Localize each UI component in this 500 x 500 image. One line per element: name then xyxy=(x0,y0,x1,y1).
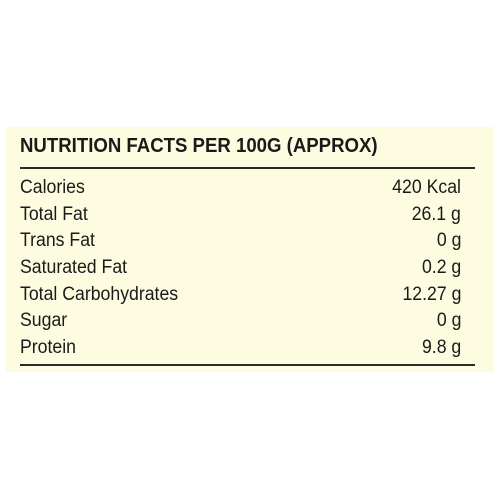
nutrient-label: Total Carbohydrates xyxy=(20,283,179,305)
nutrition-row-trans-fat: Trans Fat 0 g xyxy=(20,228,461,255)
nutrient-value: 0 g xyxy=(436,310,461,332)
nutrient-value: 0.2 g xyxy=(421,257,461,279)
nutrition-row-total-fat: Total Fat 26.1 g xyxy=(20,202,461,229)
nutrient-value: 420 Kcal xyxy=(392,177,461,198)
nutrient-value: 26.1 g xyxy=(411,203,461,225)
nutrient-label: Total Fat xyxy=(20,203,88,225)
nutrient-value: 9.8 g xyxy=(421,337,461,359)
nutrient-label: Protein xyxy=(20,337,76,359)
nutrition-facts-title: NUTRITION FACTS PER 100G (APPROX) xyxy=(20,135,378,157)
nutrient-label: Trans Fat xyxy=(20,230,95,252)
nutrition-rows: Calories 420 Kcal Total Fat 26.1 g Trans… xyxy=(20,175,461,362)
nutrition-row-protein: Protein 9.8 g xyxy=(20,335,461,362)
bottom-divider xyxy=(20,364,475,366)
nutrient-value: 12.27 g xyxy=(402,283,461,305)
nutrient-label: Calories xyxy=(20,177,85,198)
nutrition-row-calories: Calories 420 Kcal xyxy=(20,175,461,202)
nutrient-label: Sugar xyxy=(20,310,68,332)
nutrition-row-total-carbohydrates: Total Carbohydrates 12.27 g xyxy=(20,282,461,309)
nutrition-facts-panel: NUTRITION FACTS PER 100G (APPROX) Calori… xyxy=(6,127,494,372)
nutrition-row-sugar: Sugar 0 g xyxy=(20,308,461,335)
top-divider xyxy=(20,167,475,169)
nutrition-row-saturated-fat: Saturated Fat 0.2 g xyxy=(20,255,461,282)
nutrient-label: Saturated Fat xyxy=(20,257,128,279)
nutrient-value: 0 g xyxy=(436,230,461,252)
